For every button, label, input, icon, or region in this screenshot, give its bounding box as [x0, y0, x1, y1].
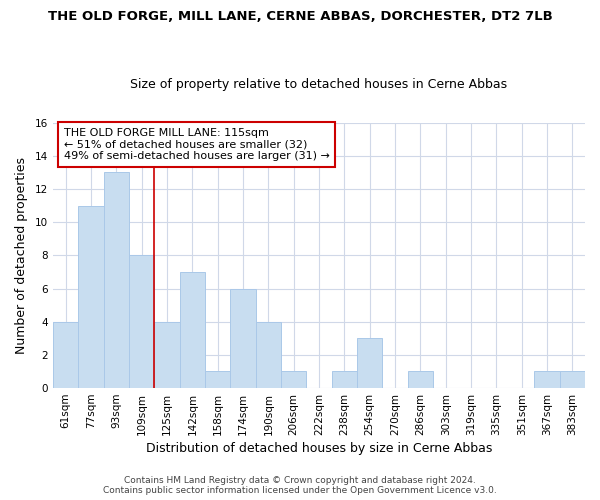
- Bar: [205, 372, 230, 388]
- X-axis label: Distribution of detached houses by size in Cerne Abbas: Distribution of detached houses by size …: [146, 442, 492, 455]
- Bar: [180, 272, 205, 388]
- Title: Size of property relative to detached houses in Cerne Abbas: Size of property relative to detached ho…: [130, 78, 508, 91]
- Bar: [79, 206, 104, 388]
- Bar: [104, 172, 129, 388]
- Bar: [230, 288, 256, 388]
- Bar: [154, 322, 180, 388]
- Bar: [357, 338, 382, 388]
- Bar: [560, 372, 585, 388]
- Bar: [53, 322, 79, 388]
- Bar: [129, 256, 154, 388]
- Bar: [407, 372, 433, 388]
- Y-axis label: Number of detached properties: Number of detached properties: [15, 157, 28, 354]
- Text: Contains HM Land Registry data © Crown copyright and database right 2024.
Contai: Contains HM Land Registry data © Crown c…: [103, 476, 497, 495]
- Bar: [281, 372, 307, 388]
- Bar: [256, 322, 281, 388]
- Bar: [332, 372, 357, 388]
- Bar: [535, 372, 560, 388]
- Text: THE OLD FORGE MILL LANE: 115sqm
← 51% of detached houses are smaller (32)
49% of: THE OLD FORGE MILL LANE: 115sqm ← 51% of…: [64, 128, 329, 161]
- Text: THE OLD FORGE, MILL LANE, CERNE ABBAS, DORCHESTER, DT2 7LB: THE OLD FORGE, MILL LANE, CERNE ABBAS, D…: [47, 10, 553, 23]
